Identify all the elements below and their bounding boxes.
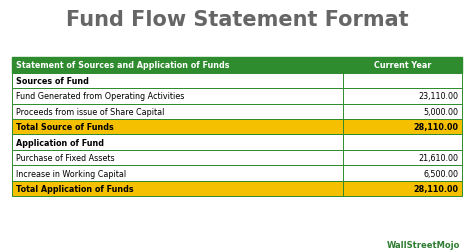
Text: 28,110.00: 28,110.00 (413, 184, 458, 193)
Text: Purchase of Fixed Assets: Purchase of Fixed Assets (16, 153, 114, 163)
Text: 23,110.00: 23,110.00 (419, 92, 458, 101)
Text: Total Source of Funds: Total Source of Funds (16, 123, 113, 132)
Bar (12, 135, 462, 150)
Text: Statement of Sources and Application of Funds: Statement of Sources and Application of … (16, 61, 229, 70)
Bar (12, 58, 462, 73)
Bar (12, 104, 462, 119)
Text: 21,610.00: 21,610.00 (419, 153, 458, 163)
Text: 5,000.00: 5,000.00 (423, 107, 458, 116)
Text: Proceeds from issue of Share Capital: Proceeds from issue of Share Capital (16, 107, 164, 116)
Text: 6,500.00: 6,500.00 (423, 169, 458, 178)
Text: Fund Flow Statement Format: Fund Flow Statement Format (66, 10, 408, 30)
Text: Fund Generated from Operating Activities: Fund Generated from Operating Activities (16, 92, 184, 101)
Bar (12, 119, 462, 135)
Text: Application of Fund: Application of Fund (16, 138, 104, 147)
Text: Total Application of Funds: Total Application of Funds (16, 184, 133, 193)
Text: Sources of Fund: Sources of Fund (16, 77, 89, 85)
Bar (12, 89, 462, 104)
Bar (12, 181, 462, 197)
Text: 28,110.00: 28,110.00 (413, 123, 458, 132)
Bar (12, 150, 462, 166)
Text: Current Year: Current Year (374, 61, 431, 70)
Text: WallStreetMojo: WallStreetMojo (386, 240, 460, 249)
Text: Increase in Working Capital: Increase in Working Capital (16, 169, 126, 178)
Bar (12, 166, 462, 181)
Bar (12, 73, 462, 89)
